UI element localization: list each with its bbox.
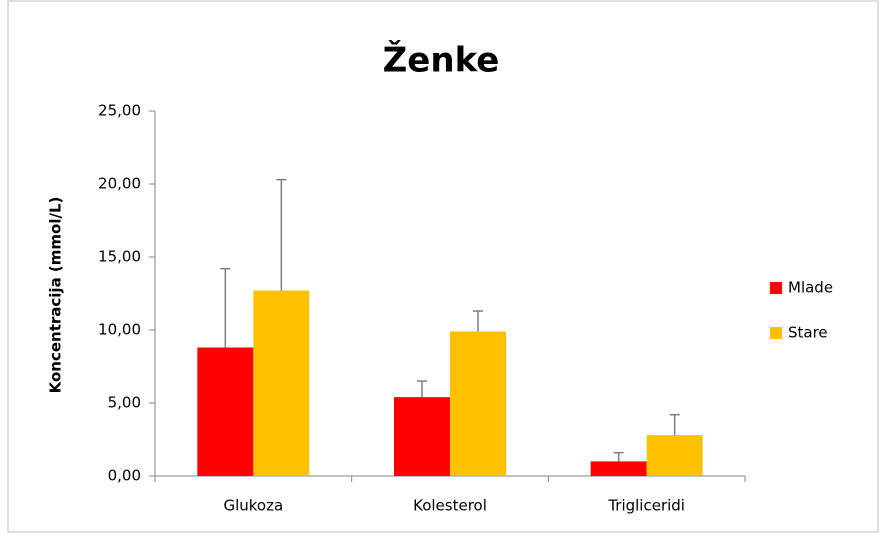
legend-label: Mlade [788,279,833,297]
x-tick-label: Glukoza [223,497,283,515]
bar [646,435,703,476]
y-tick-label: 5,00 [108,394,141,412]
y-tick-label: 10,00 [98,321,141,339]
y-tick-label: 0,00 [108,467,141,485]
legend-swatch [770,327,782,339]
y-axis-label: Koncentracija (mmol/L) [47,197,65,394]
x-tick-label: Trigliceridi [607,497,685,515]
bar [394,397,450,476]
legend-label: Stare [788,324,828,342]
y-tick-label: 25,00 [98,102,141,120]
bar [197,347,254,476]
bar [450,331,506,476]
bar [590,461,647,476]
y-tick-label: 15,00 [98,248,141,266]
x-tick-label: Kolesterol [413,497,487,515]
chart-title: Ženke [383,40,500,81]
bar [253,290,310,476]
legend-swatch [770,282,782,294]
y-tick-label: 20,00 [98,175,141,193]
